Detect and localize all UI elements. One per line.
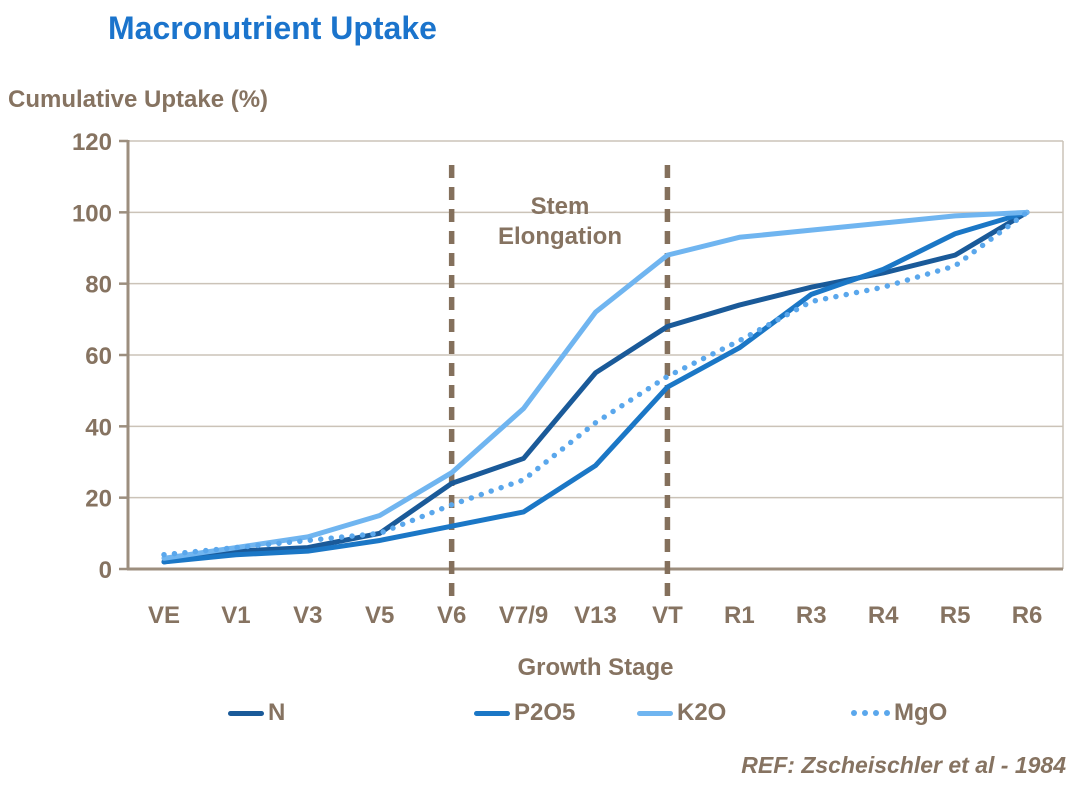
legend-label-n: N — [268, 699, 286, 726]
x-tick-label-r1: R1 — [724, 602, 755, 629]
chart-title: Macronutrient Uptake — [108, 10, 437, 46]
legend-swatch-p2o5 — [474, 710, 510, 716]
x-tick-label-vt: VT — [652, 602, 683, 629]
legend-label-mgo: MgO — [894, 699, 948, 726]
y-tick-label-40: 40 — [85, 414, 112, 441]
x-tick-label-ve: VE — [148, 602, 180, 629]
legend-item-mgo: MgO — [851, 699, 948, 726]
y-axis-title: Cumulative Uptake (%) — [8, 86, 269, 113]
y-tick-label-120: 120 — [72, 130, 112, 156]
stem-elongation-annotation: Stem Elongation — [452, 192, 668, 252]
x-tick-label-v1: V1 — [221, 602, 250, 629]
reference-citation: REF: Zscheischler et al - 1984 — [741, 752, 1066, 778]
legend-item-k2o: K2O — [637, 699, 727, 726]
legend-swatch-n — [228, 710, 264, 716]
y-tick-label-20: 20 — [85, 486, 112, 513]
series-line-n — [161, 209, 1030, 565]
legend-item-p2o5: P2O5 — [474, 699, 576, 726]
series-line-k2o — [161, 209, 1030, 561]
x-tick-label-r5: R5 — [940, 602, 971, 629]
annotation-line-1: Stem — [530, 193, 590, 220]
y-tick-label-80: 80 — [85, 272, 112, 299]
legend-swatch-mgo-dotted — [851, 710, 890, 716]
legend-swatch-k2o — [637, 710, 673, 716]
y-tick-label-100: 100 — [72, 200, 112, 227]
x-tick-label-r6: R6 — [1012, 602, 1043, 629]
y-tick-label-0: 0 — [99, 557, 112, 584]
line-chart: 0 20 40 60 80 100 120 VE V1 V3 V5 V6 V7/9 V13 VT R1 R3 R4… — [72, 129, 1064, 629]
annotation-line-2: Elongation — [498, 223, 622, 250]
legend-label-p2o5: P2O5 — [514, 699, 576, 726]
x-tick-label-r4: R4 — [868, 602, 899, 629]
legend-label-k2o: K2O — [677, 699, 727, 726]
x-tick-label-v13: V13 — [574, 602, 617, 629]
x-tick-label-v6: V6 — [437, 602, 466, 629]
y-tick-label-60: 60 — [85, 343, 112, 370]
legend-item-n: N — [228, 699, 286, 726]
x-tick-label-r3: R3 — [796, 602, 827, 629]
series-line-p2o5 — [161, 209, 1030, 565]
x-tick-label-v5: V5 — [365, 602, 394, 629]
x-tick-label-v3: V3 — [293, 602, 322, 629]
x-axis-title: Growth Stage — [517, 654, 674, 681]
x-tick-label-v7-9: V7/9 — [499, 602, 548, 629]
series-line-mgo — [161, 209, 1030, 558]
chart-plot-area: 0 20 40 60 80 100 120 VE V1 V3 V5 V6 V7/9 V13 VT R1 R3 R4… — [20, 129, 1075, 635]
